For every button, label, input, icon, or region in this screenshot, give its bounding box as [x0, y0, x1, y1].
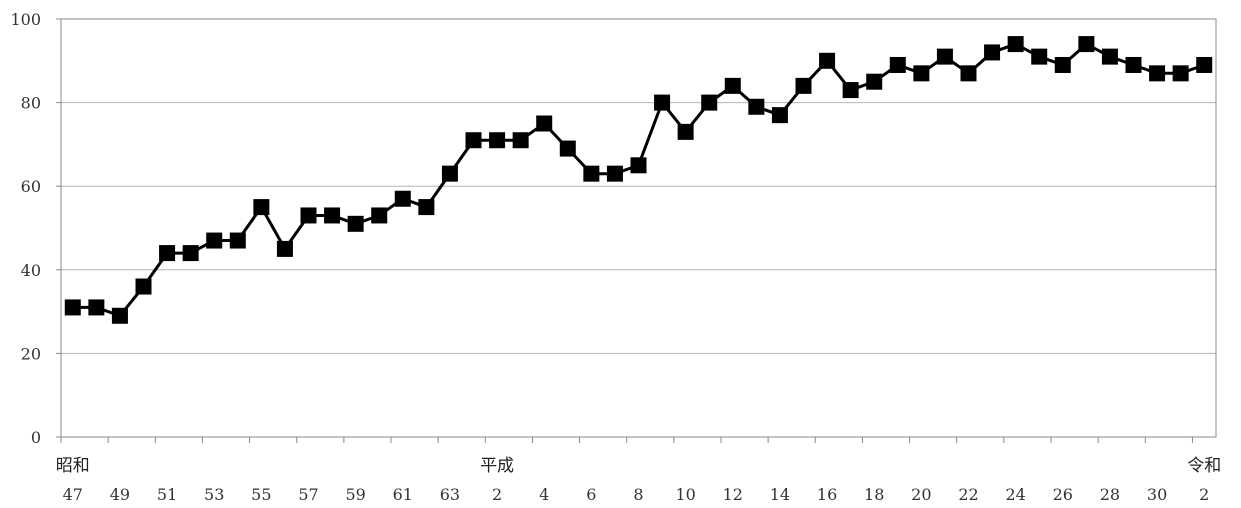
x-tick-label: 61	[393, 485, 413, 504]
x-tick-label: 20	[911, 485, 931, 504]
y-tick-label: 100	[10, 10, 41, 29]
x-tick-label: 53	[204, 485, 224, 504]
x-tick-label: 55	[251, 485, 271, 504]
x-era-label: 令和	[1187, 456, 1221, 476]
data-point	[512, 132, 529, 149]
series-line	[72, 42, 1205, 318]
data-point	[630, 157, 647, 174]
data-point	[606, 165, 623, 182]
data-point	[677, 123, 694, 140]
x-tick-label: 49	[110, 485, 130, 504]
data-point	[559, 140, 576, 157]
data-point	[1078, 36, 1095, 53]
x-tick-label: 16	[817, 485, 837, 504]
data-point	[795, 77, 812, 94]
data-point	[701, 94, 718, 111]
plot-frame	[60, 18, 1217, 438]
data-point	[441, 165, 458, 182]
data-point	[324, 207, 341, 224]
x-tick-label: 8	[633, 485, 643, 504]
gridlines	[61, 18, 1216, 354]
data-point	[394, 190, 411, 207]
data-point	[984, 44, 1001, 61]
series	[64, 36, 1213, 324]
x-tick-label: 30	[1147, 485, 1167, 504]
data-point	[1007, 36, 1024, 53]
data-point	[1054, 56, 1071, 73]
x-era-label: 平成	[480, 456, 514, 476]
x-tick-label: 24	[1005, 485, 1025, 504]
y-tick-label: 40	[21, 261, 41, 280]
data-point	[536, 115, 553, 132]
x-tick-label: 2	[1199, 485, 1209, 504]
data-point	[1031, 48, 1048, 65]
data-point	[371, 207, 388, 224]
data-point	[1125, 56, 1142, 73]
x-tick-label: 47	[63, 485, 83, 504]
axes	[56, 18, 1217, 443]
data-point	[347, 215, 364, 232]
x-tick-label: 2	[492, 485, 502, 504]
data-point	[300, 207, 317, 224]
x-tick-label: 57	[298, 485, 318, 504]
data-point	[724, 77, 741, 94]
data-point	[111, 307, 128, 324]
data-point	[182, 245, 199, 262]
data-point	[276, 240, 293, 257]
data-point	[465, 132, 482, 149]
data-point	[159, 245, 176, 262]
x-tick-label: 28	[1100, 485, 1120, 504]
data-point	[206, 232, 223, 249]
data-point	[936, 48, 953, 65]
data-point	[960, 65, 977, 82]
y-tick-label: 20	[21, 344, 41, 363]
data-point	[889, 56, 906, 73]
data-point	[842, 82, 859, 99]
data-point	[913, 65, 930, 82]
data-point	[229, 232, 246, 249]
data-point	[1196, 56, 1213, 73]
data-point	[583, 165, 600, 182]
x-era-label: 昭和	[56, 456, 90, 476]
x-tick-label: 26	[1053, 485, 1073, 504]
x-tick-label: 10	[675, 485, 695, 504]
data-point	[819, 52, 836, 69]
y-tick-label: 0	[31, 428, 41, 447]
data-point	[64, 299, 81, 316]
x-tick-label: 14	[770, 485, 790, 504]
y-tick-label: 60	[21, 177, 41, 196]
data-point	[418, 199, 435, 216]
y-tick-label: 80	[21, 94, 41, 113]
data-point	[1101, 48, 1118, 65]
x-tick-label: 18	[864, 485, 884, 504]
x-tick-label: 6	[586, 485, 596, 504]
data-point	[88, 299, 105, 316]
data-point	[866, 73, 883, 90]
x-tick-label: 12	[723, 485, 743, 504]
x-tick-label: 51	[157, 485, 177, 504]
data-point	[489, 132, 506, 149]
data-point	[748, 98, 765, 115]
x-tick-label: 4	[539, 485, 549, 504]
data-point	[253, 199, 270, 216]
data-point	[771, 107, 788, 124]
data-point	[1172, 65, 1189, 82]
data-point	[1149, 65, 1166, 82]
x-tick-label: 59	[345, 485, 365, 504]
data-point	[654, 94, 671, 111]
x-tick-label: 22	[958, 485, 978, 504]
x-tick-label: 63	[440, 485, 460, 504]
data-point	[135, 278, 152, 295]
